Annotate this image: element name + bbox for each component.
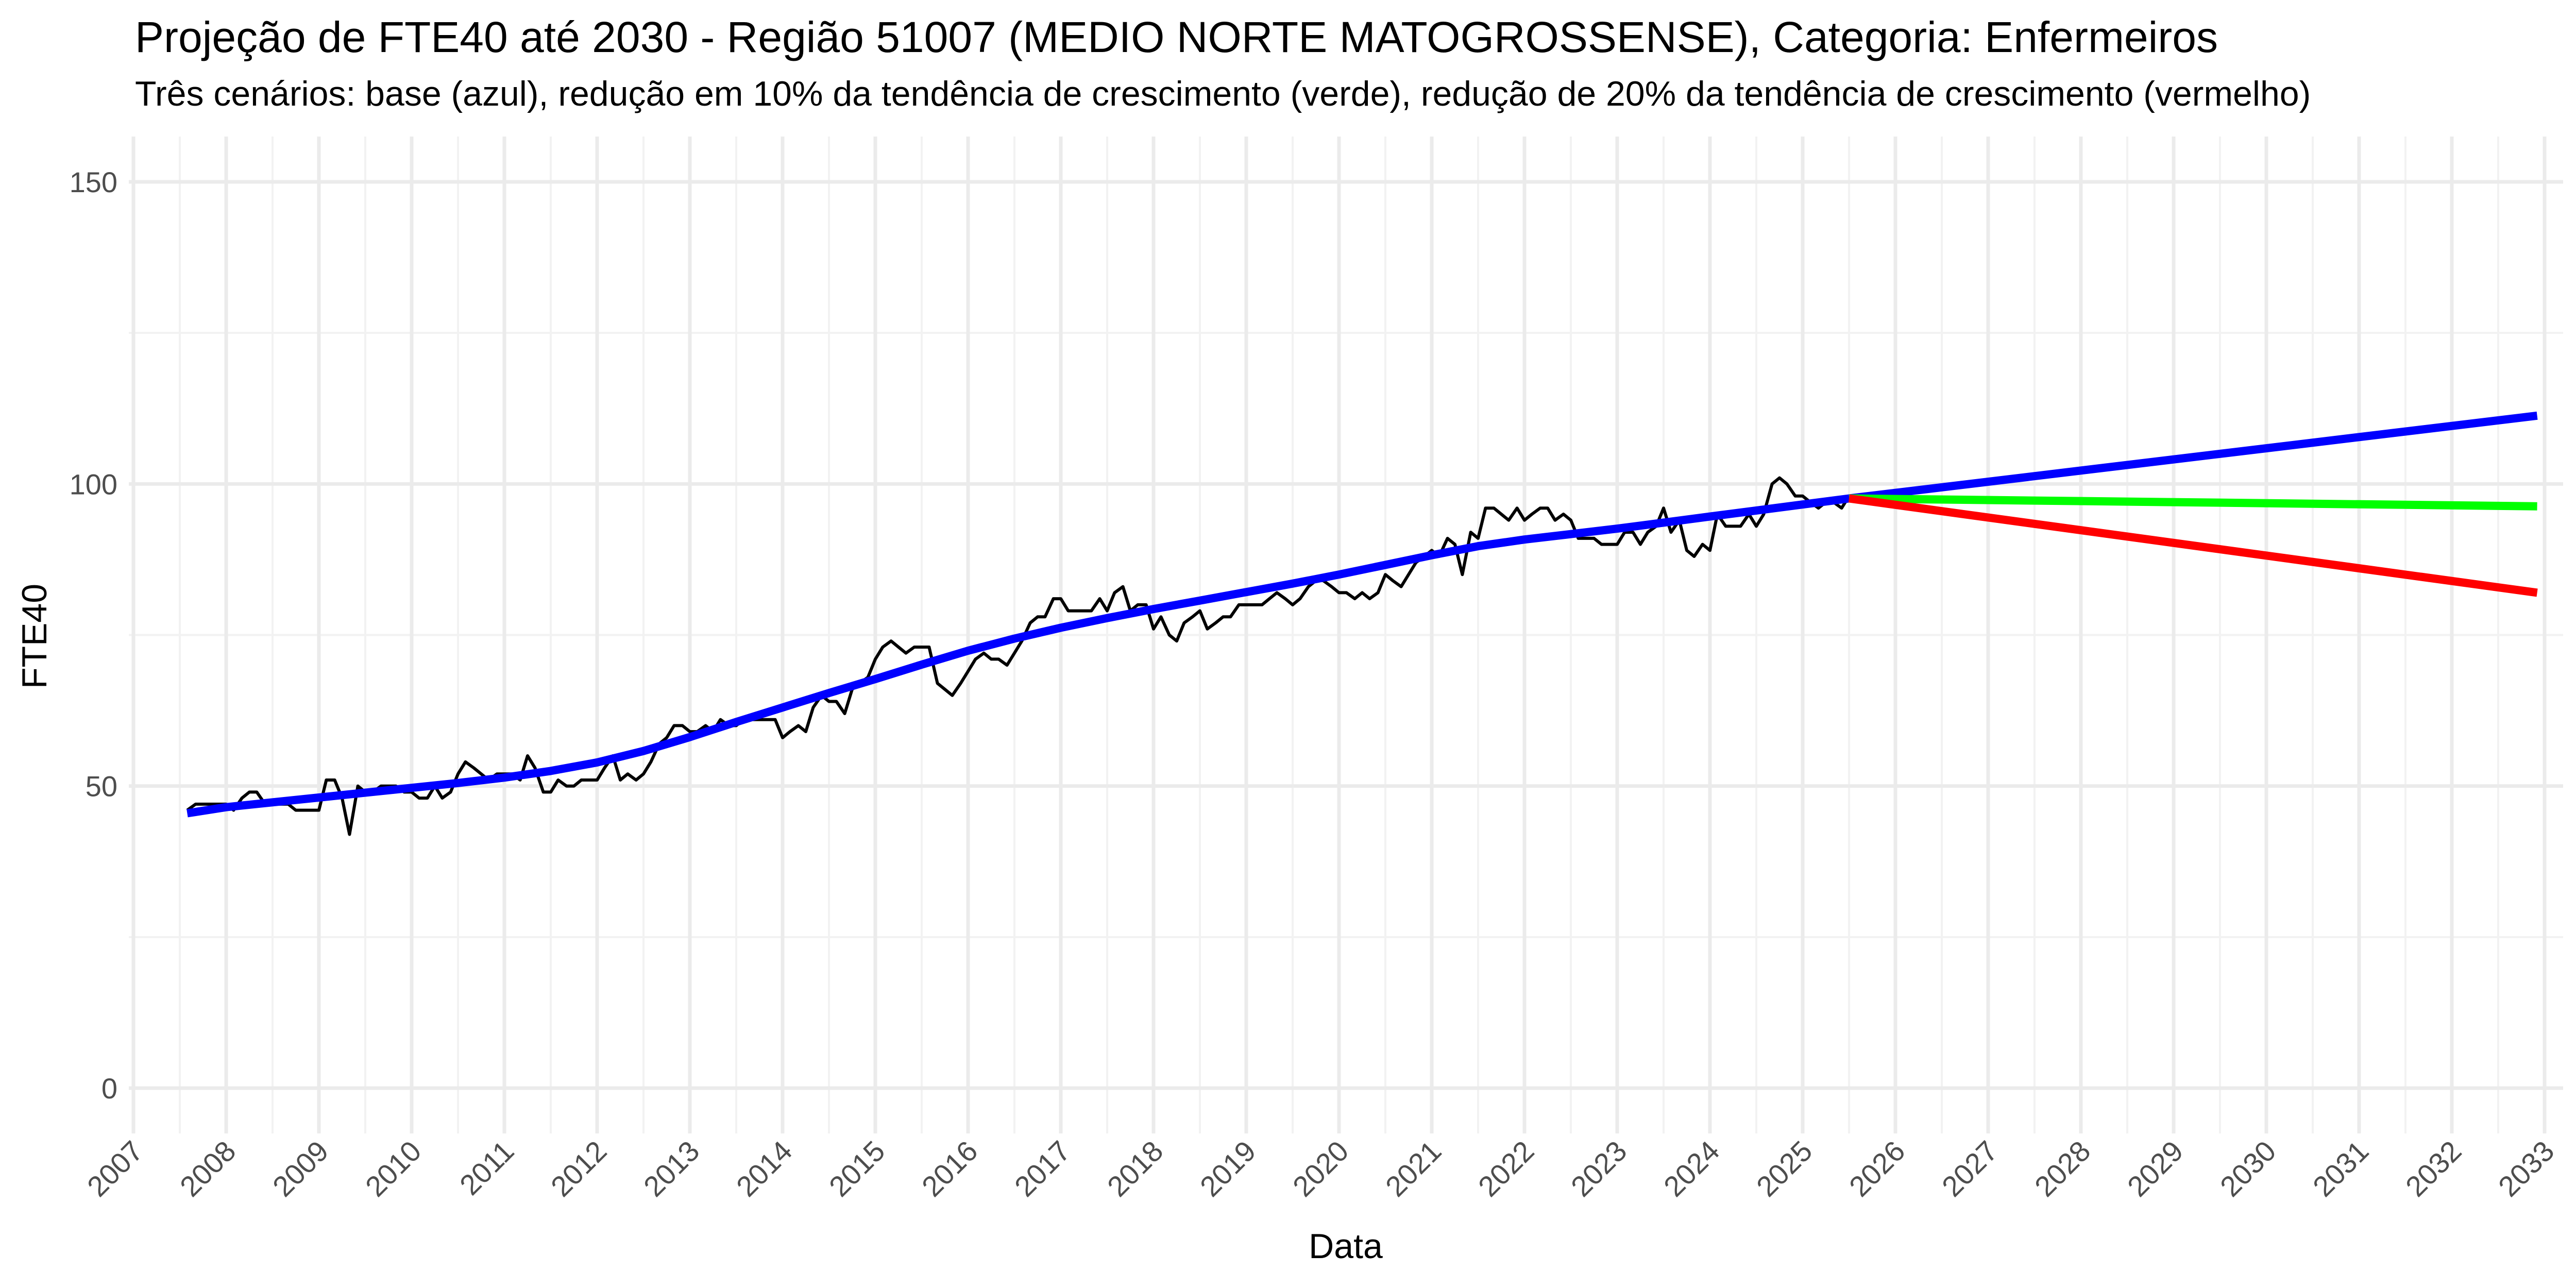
x-tick-label: 2010 (359, 1134, 428, 1203)
x-tick-label: 2027 (1936, 1134, 2004, 1203)
x-tick-label: 2016 (916, 1134, 984, 1203)
x-tick-label: 2025 (1750, 1134, 1819, 1203)
chart-subtitle: Três cenários: base (azul), redução em 1… (135, 74, 2311, 113)
y-tick-label: 50 (86, 770, 117, 803)
x-tick-label: 2009 (266, 1134, 335, 1203)
y-tick-label: 0 (101, 1072, 117, 1105)
x-tick-label: 2011 (453, 1134, 520, 1201)
x-tick-label: 2024 (1657, 1134, 1726, 1203)
x-tick-label: 2023 (1565, 1134, 1633, 1203)
x-tick-label: 2013 (637, 1134, 706, 1203)
x-tick-label: 2031 (2307, 1134, 2375, 1203)
x-tick-label: 2029 (2121, 1134, 2190, 1203)
x-tick-label: 2032 (2399, 1134, 2468, 1203)
chart-title: Projeção de FTE40 até 2030 - Região 5100… (135, 13, 2218, 61)
x-tick-label: 2020 (1286, 1134, 1355, 1203)
y-axis-title: FTE40 (15, 584, 54, 689)
grid-minor (129, 137, 2563, 1133)
y-tick-label: 100 (70, 468, 117, 500)
x-tick-label: 2014 (730, 1134, 799, 1203)
x-tick-label: 2007 (81, 1134, 149, 1203)
x-tick-label: 2033 (2492, 1134, 2561, 1203)
series-line-2 (1849, 411, 2538, 503)
x-tick-label: 2018 (1101, 1134, 1170, 1203)
series-line-0 (186, 476, 1851, 836)
x-tick-label: 2015 (823, 1134, 891, 1203)
y-axis-ticks: 0 50 100 150 (70, 166, 117, 1105)
series-line-4 (1848, 494, 2538, 597)
x-tick-label: 2021 (1379, 1134, 1448, 1203)
x-tick-label: 2012 (545, 1134, 613, 1203)
series-line-3 (1849, 494, 2537, 511)
series-line-1 (187, 494, 1850, 818)
x-axis-title: Data (1309, 1227, 1383, 1266)
x-tick-label: 2017 (1008, 1134, 1077, 1203)
x-tick-label: 2030 (2214, 1134, 2282, 1203)
grid-major (129, 137, 2563, 1133)
x-tick-label: 2026 (1843, 1134, 1911, 1203)
x-tick-label: 2028 (2028, 1134, 2097, 1203)
y-tick-label: 150 (70, 166, 117, 198)
x-tick-label: 2008 (174, 1134, 242, 1203)
x-axis-ticks: 2007 2008 2009 2010 2011 2012 2013 2014 2015 2016… (81, 1134, 2561, 1203)
x-tick-label: 2022 (1472, 1134, 1540, 1203)
series-layer (186, 411, 2538, 836)
x-tick-label: 2019 (1194, 1134, 1262, 1203)
